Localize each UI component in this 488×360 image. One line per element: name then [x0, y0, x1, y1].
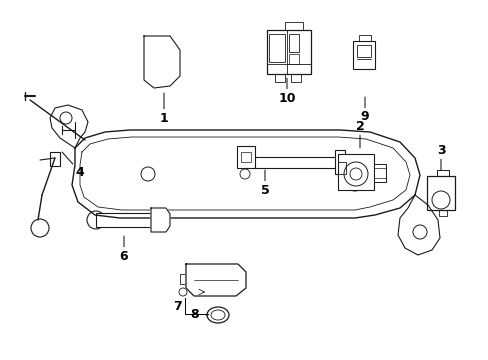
- FancyBboxPatch shape: [373, 164, 385, 182]
- Text: 9: 9: [360, 97, 368, 123]
- FancyBboxPatch shape: [337, 154, 373, 190]
- Text: 8: 8: [190, 307, 199, 320]
- Polygon shape: [50, 105, 88, 148]
- Text: 2: 2: [355, 120, 364, 148]
- Text: 3: 3: [436, 144, 445, 170]
- Text: 1: 1: [159, 93, 168, 125]
- FancyBboxPatch shape: [96, 213, 151, 227]
- Polygon shape: [151, 208, 170, 232]
- FancyBboxPatch shape: [50, 152, 60, 166]
- FancyBboxPatch shape: [237, 146, 254, 168]
- Text: 5: 5: [260, 170, 269, 197]
- Text: 10: 10: [278, 78, 295, 104]
- Text: 6: 6: [120, 236, 128, 262]
- FancyBboxPatch shape: [426, 176, 454, 210]
- Text: 7: 7: [173, 300, 182, 312]
- FancyBboxPatch shape: [334, 150, 345, 174]
- Polygon shape: [72, 130, 419, 218]
- Polygon shape: [185, 264, 245, 296]
- Polygon shape: [397, 195, 439, 255]
- Text: 4: 4: [62, 152, 84, 179]
- Polygon shape: [143, 36, 180, 88]
